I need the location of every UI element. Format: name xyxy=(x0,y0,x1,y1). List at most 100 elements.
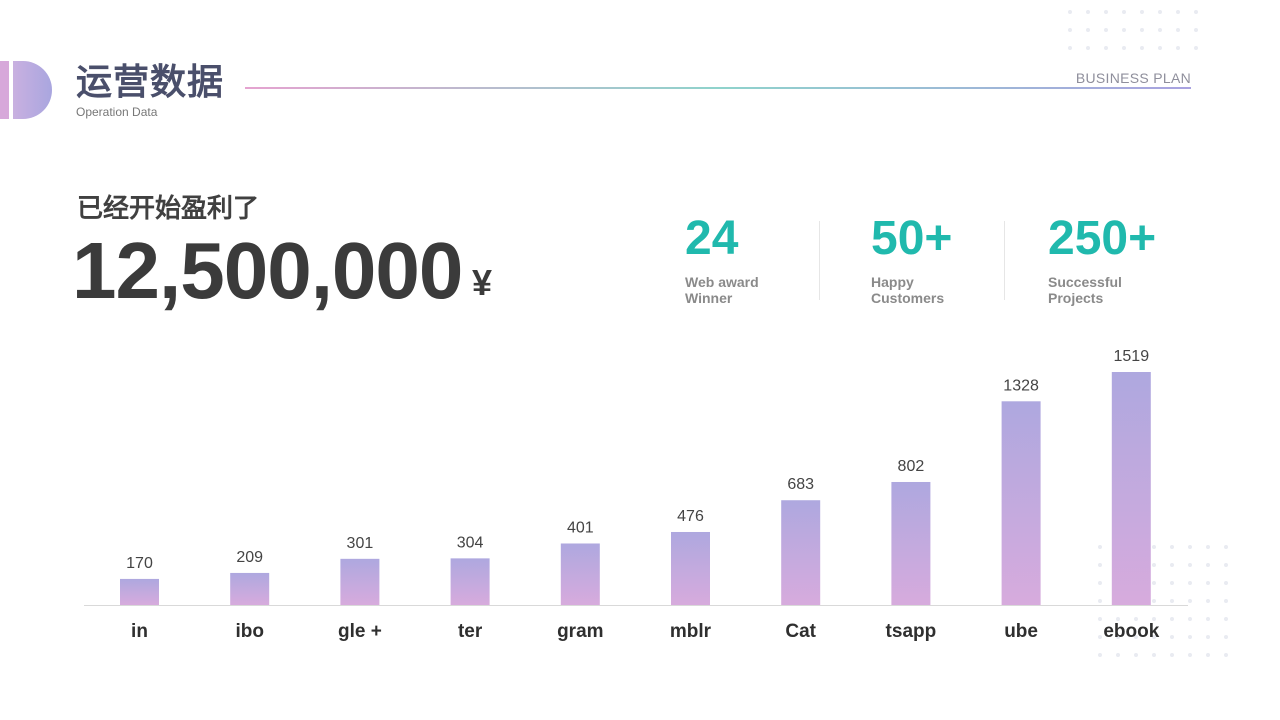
decorative-dot xyxy=(1188,617,1192,621)
page-subtitle: Operation Data xyxy=(76,105,158,119)
decorative-dot xyxy=(1134,635,1138,639)
decorative-dot xyxy=(1116,617,1120,621)
chart-bar xyxy=(1001,401,1041,605)
profit-headline: 已经开始盈利了 xyxy=(77,193,260,223)
bar-value-label: 802 xyxy=(898,458,925,475)
profit-amount: 12,500,000 xyxy=(72,226,463,315)
bar-value-label: 476 xyxy=(677,508,704,525)
chart-bar xyxy=(1111,372,1151,605)
stat-value: 50+ xyxy=(871,212,953,265)
chart-bar xyxy=(120,578,159,605)
decorative-dot xyxy=(1224,563,1228,567)
chart-bar xyxy=(340,558,380,605)
decorative-dot xyxy=(1152,545,1156,549)
decorative-dot xyxy=(1122,46,1126,50)
stat-value: 250+ xyxy=(1048,212,1157,265)
stat-label: Happy Customers xyxy=(871,274,952,306)
decorative-dot xyxy=(1224,635,1228,639)
x-tick-label: ibo xyxy=(235,621,264,642)
chart-bar xyxy=(230,572,270,605)
stat-divider xyxy=(819,221,820,300)
decorative-dot xyxy=(1104,10,1108,14)
stat-label-line: Web award xyxy=(685,274,759,290)
chart-bar xyxy=(781,500,821,605)
chart-bar xyxy=(450,558,490,605)
decorative-dot xyxy=(1122,10,1126,14)
bar-value-label: 304 xyxy=(457,534,484,551)
stat-label-line: Customers xyxy=(871,290,945,306)
stat-value: 24 xyxy=(685,212,739,265)
decorative-dot xyxy=(1140,28,1144,32)
decorative-dot xyxy=(1104,46,1108,50)
decorative-dot xyxy=(1224,653,1228,657)
decorative-dot xyxy=(1086,10,1090,14)
decorative-dot xyxy=(1098,581,1102,585)
decorative-dot xyxy=(1188,599,1192,603)
x-tick-label: mblr xyxy=(670,621,712,642)
decorative-dot xyxy=(1068,46,1072,50)
stat-label-line: Successful xyxy=(1048,274,1122,290)
decorative-dot xyxy=(1224,599,1228,603)
decorative-dot xyxy=(1206,563,1210,567)
stat-label-line: Happy xyxy=(871,274,914,290)
currency-symbol: ¥ xyxy=(472,262,493,303)
decorative-dot xyxy=(1152,617,1156,621)
decorative-dot xyxy=(1170,599,1174,603)
brand-label: BUSINESS PLAN xyxy=(1075,70,1191,86)
decorative-dot xyxy=(1116,635,1120,639)
decorative-dot xyxy=(1170,563,1174,567)
chart-bar xyxy=(891,481,931,605)
decorative-dot xyxy=(1152,599,1156,603)
decorative-dot xyxy=(1206,635,1210,639)
decorative-dot xyxy=(1152,635,1156,639)
bar-value-label: 301 xyxy=(347,535,374,552)
decorative-dot xyxy=(1098,545,1102,549)
x-tick-label: gram xyxy=(557,621,603,642)
x-tick-label: ebook xyxy=(1103,621,1159,642)
decorative-dot xyxy=(1152,563,1156,567)
decorative-dot xyxy=(1170,545,1174,549)
decorative-dot xyxy=(1188,563,1192,567)
decorative-dot xyxy=(1152,581,1156,585)
decorative-dot xyxy=(1194,10,1198,14)
decorative-dot xyxy=(1170,581,1174,585)
chart-bar xyxy=(671,531,710,605)
bar-value-label: 1328 xyxy=(1003,377,1039,394)
decorative-dot xyxy=(1206,653,1210,657)
decorative-dot xyxy=(1206,581,1210,585)
x-tick-label: Cat xyxy=(785,621,816,642)
decorative-dot xyxy=(1170,653,1174,657)
stat-label-line: Winner xyxy=(685,290,733,306)
decorative-dot xyxy=(1098,635,1102,639)
bar-value-label: 170 xyxy=(126,555,153,572)
stat-divider xyxy=(1004,221,1005,300)
x-tick-label: ter xyxy=(458,621,483,642)
decorative-dot xyxy=(1068,28,1072,32)
decorative-dot xyxy=(1206,617,1210,621)
stat-web-award: 24 Web award Winner xyxy=(685,212,759,306)
decorative-dot xyxy=(1158,46,1162,50)
decorative-dot xyxy=(1188,581,1192,585)
stat-label: Web award Winner xyxy=(685,274,759,306)
page-title: 运营数据 xyxy=(76,61,225,102)
decorative-dot xyxy=(1152,653,1156,657)
bar-value-label: 1519 xyxy=(1114,348,1150,365)
decorative-dot xyxy=(1098,617,1102,621)
decorative-dot xyxy=(1098,653,1102,657)
decorative-dot xyxy=(1176,46,1180,50)
accent-bar xyxy=(0,61,9,119)
stat-happy-customers: 50+ Happy Customers xyxy=(871,212,952,306)
decorative-dot xyxy=(1188,653,1192,657)
stat-successful-projects: 250+ Successful Projects xyxy=(1048,212,1156,306)
decorative-dot xyxy=(1176,10,1180,14)
bar-value-label: 209 xyxy=(236,549,263,566)
decorative-dot xyxy=(1158,28,1162,32)
decorative-dot xyxy=(1206,545,1210,549)
decorative-dot xyxy=(1068,10,1072,14)
decorative-dot xyxy=(1194,46,1198,50)
header-accent-shape xyxy=(0,61,52,119)
decorative-dot xyxy=(1134,617,1138,621)
decorative-dot xyxy=(1224,617,1228,621)
x-tick-label: ube xyxy=(1004,621,1038,642)
x-tick-label: in xyxy=(131,621,148,642)
